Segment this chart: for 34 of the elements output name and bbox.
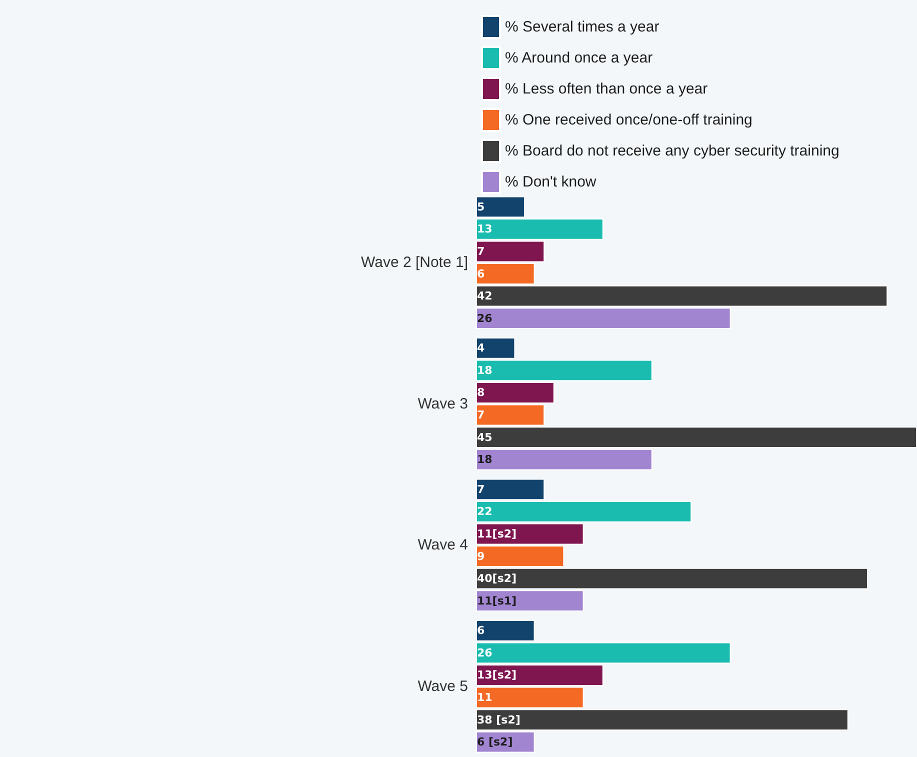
- data-label: 7: [477, 408, 485, 422]
- data-label: 4: [477, 342, 485, 355]
- data-label: 22: [477, 505, 492, 518]
- data-label: 42: [477, 290, 492, 303]
- data-label: 7: [477, 244, 485, 258]
- legend-label: % Board do not receive any cyber security training: [505, 142, 840, 160]
- data-label: 11: [477, 691, 492, 704]
- data-label: 6 [s2]: [477, 736, 513, 749]
- y-tick-label: Wave 5: [418, 678, 468, 695]
- y-tick-label: Wave 3: [418, 395, 468, 412]
- y-tick-label: Wave 2 [Note 1]: [361, 254, 468, 272]
- data-label: 45: [477, 430, 492, 444]
- y-tick-label: Wave 4: [418, 536, 468, 554]
- data-label: 6: [477, 624, 485, 638]
- data-label: 11[s1]: [477, 594, 517, 608]
- legend-label: % One received once/one-off training: [505, 112, 752, 128]
- data-label: 5: [477, 200, 485, 214]
- data-label: 38 [s2]: [477, 713, 520, 726]
- data-label: 18: [477, 364, 492, 377]
- data-label: 6: [477, 267, 485, 280]
- data-label: 26: [477, 312, 493, 325]
- data-label: 7: [477, 482, 485, 496]
- data-label: 8: [477, 386, 485, 400]
- legend-label: % Less often than once a year: [505, 80, 708, 98]
- legend-label: % Don't know: [505, 174, 596, 190]
- legend-label: % Several times a year: [505, 18, 660, 36]
- data-label: 11[s2]: [477, 527, 517, 540]
- data-label: 13: [477, 222, 492, 236]
- data-label: 13[s2]: [477, 668, 517, 682]
- data-label: 18: [477, 453, 492, 466]
- data-label: 26: [477, 646, 493, 660]
- data-label: 9: [477, 550, 485, 563]
- data-label: 40[s2]: [477, 572, 517, 586]
- legend-label: % Around once a year: [505, 50, 653, 66]
